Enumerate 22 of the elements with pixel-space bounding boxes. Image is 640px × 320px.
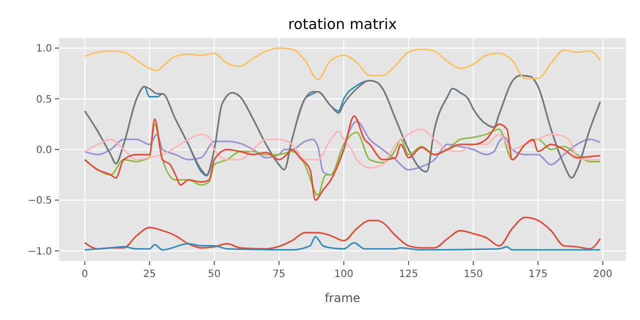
x-tick-label: 100 [334,269,354,280]
y-tick-label: −0.5 [28,196,52,207]
x-tick-label: 25 [143,269,156,280]
line-series [84,47,601,80]
line-series [84,128,601,168]
line-series [84,120,601,176]
x-tick-label: 150 [464,269,483,280]
chart-title: rotation matrix [288,17,398,33]
x-tick-label: 50 [208,269,221,280]
x-tick-label: 0 [82,269,88,280]
x-tick-label: 200 [593,269,612,280]
line-series [84,115,601,201]
y-tick-label: 0.0 [36,145,52,156]
line-series [84,236,601,251]
y-tick-label: 0.5 [36,94,52,106]
x-tick-label: 75 [272,269,286,280]
y-tick-label: −1.0 [28,246,52,258]
y-tick-label: 1.0 [36,44,52,55]
x-axis-title: frame [324,291,360,305]
x-tick-label: 175 [528,269,548,280]
x-tick-label: 125 [399,269,418,280]
line-series [84,216,601,250]
